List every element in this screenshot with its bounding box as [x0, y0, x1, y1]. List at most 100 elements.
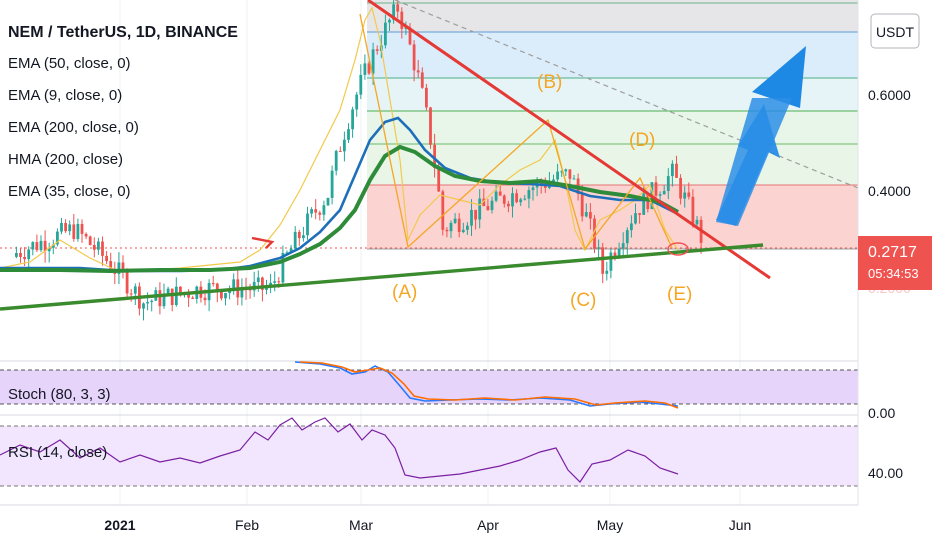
candle-body — [326, 197, 330, 206]
candle-body — [293, 231, 297, 249]
moving-averages — [0, 6, 679, 274]
candle-body — [433, 144, 436, 168]
candle-body — [584, 212, 588, 217]
candle-body — [68, 224, 72, 232]
candle-body — [35, 242, 39, 251]
stoch-d-line — [299, 361, 679, 409]
candle-body — [597, 247, 600, 249]
candle-body — [408, 27, 412, 45]
time-axis[interactable]: 2021 Feb Mar Apr May Jun — [104, 517, 751, 533]
indicator-ema50[interactable]: EMA (50, close, 0) — [8, 55, 131, 72]
candle-body — [560, 171, 564, 173]
candle-body — [179, 286, 182, 294]
candle-body — [277, 281, 281, 283]
current-price-badge: 0.2717 05:34:53 — [858, 236, 932, 290]
candle-body — [605, 270, 609, 274]
candle-body — [441, 191, 445, 230]
rsi-pane[interactable]: RSI (14, close) — [0, 417, 858, 487]
pane-ticks: 0.00 40.00 — [868, 405, 903, 481]
candle-body — [281, 252, 285, 283]
candle-body — [302, 235, 305, 239]
candle-body — [220, 291, 223, 299]
candle-body — [19, 253, 22, 257]
candle-body — [158, 290, 162, 307]
candle-body — [638, 213, 641, 215]
support-trendline[interactable] — [0, 243, 764, 311]
candle-body — [371, 49, 375, 74]
candle-body — [121, 262, 125, 272]
candle-body — [683, 192, 687, 199]
candle-body — [474, 209, 477, 220]
candle-body — [125, 271, 129, 294]
candle-body — [363, 63, 367, 75]
candle-body — [80, 223, 84, 234]
candle-body — [150, 300, 154, 303]
candle-body — [162, 293, 166, 307]
candle-body — [675, 163, 678, 178]
candle-body — [15, 253, 18, 257]
candle-body — [671, 163, 674, 177]
candle-body — [359, 74, 363, 95]
red-marker — [251, 236, 275, 249]
candle-body — [31, 242, 35, 250]
candle-body — [232, 279, 236, 290]
candle-body — [39, 240, 43, 251]
rsi-line — [0, 417, 679, 483]
indicator-ema35[interactable]: EMA (35, close, 0) — [8, 183, 131, 200]
candle-body — [142, 303, 145, 309]
candle-body — [355, 94, 359, 110]
candle-body — [60, 222, 63, 232]
chart-title: NEM / TetherUS, 1D, BINANCE — [8, 24, 238, 41]
candle-body — [572, 178, 576, 180]
candle-body — [564, 169, 568, 172]
candle-body — [27, 249, 31, 260]
candle-body — [306, 213, 309, 236]
candle-body — [457, 218, 461, 233]
candle-body — [687, 192, 691, 197]
candle-body — [330, 170, 334, 198]
candle-body — [248, 289, 252, 291]
candle-body — [351, 109, 354, 130]
candle-body — [88, 236, 92, 245]
candle-body — [76, 223, 80, 239]
candle-body — [461, 229, 465, 233]
candle-body — [146, 302, 149, 304]
candle-body — [170, 288, 174, 306]
stoch-pane[interactable]: Stoch (80, 3, 3) — [0, 361, 858, 409]
time-label: Apr — [477, 517, 499, 533]
candle-body — [502, 195, 506, 204]
candle-body — [166, 288, 170, 294]
candle-body — [384, 22, 387, 46]
candle-body — [420, 72, 424, 88]
candle-body — [187, 292, 190, 298]
candle-body — [256, 277, 260, 282]
countdown: 05:34:53 — [868, 266, 919, 281]
candle-body — [322, 205, 326, 215]
ema9-line — [0, 6, 679, 273]
indicator-ema200[interactable]: EMA (200, close, 0) — [8, 119, 139, 136]
candle-body — [72, 224, 76, 239]
currency-button-label: USDT — [876, 24, 915, 40]
indicator-hma200[interactable]: HMA (200, close) — [8, 151, 123, 168]
price-tick: 0.6000 — [868, 87, 911, 103]
resistance-trendline[interactable] — [367, 0, 771, 280]
candle-body — [666, 176, 670, 192]
candles — [15, 0, 703, 321]
candle-body — [552, 179, 555, 182]
candle-body — [203, 297, 207, 301]
candle-body — [568, 169, 572, 179]
price-tick: 0.4000 — [868, 183, 911, 199]
candle-body — [347, 129, 350, 140]
candle-body — [630, 223, 633, 231]
currency-button[interactable]: USDT — [870, 13, 920, 49]
indicator-ema9[interactable]: EMA (9, close, 0) — [8, 87, 122, 104]
candle-body — [494, 191, 498, 201]
candle-body — [515, 193, 518, 203]
candle-body — [23, 256, 26, 260]
candle-body — [265, 287, 268, 290]
candle-body — [486, 206, 490, 211]
dashed-trendline[interactable] — [394, 0, 859, 189]
candle-body — [519, 199, 523, 203]
candle-body — [117, 262, 121, 274]
candle-body — [589, 212, 592, 219]
